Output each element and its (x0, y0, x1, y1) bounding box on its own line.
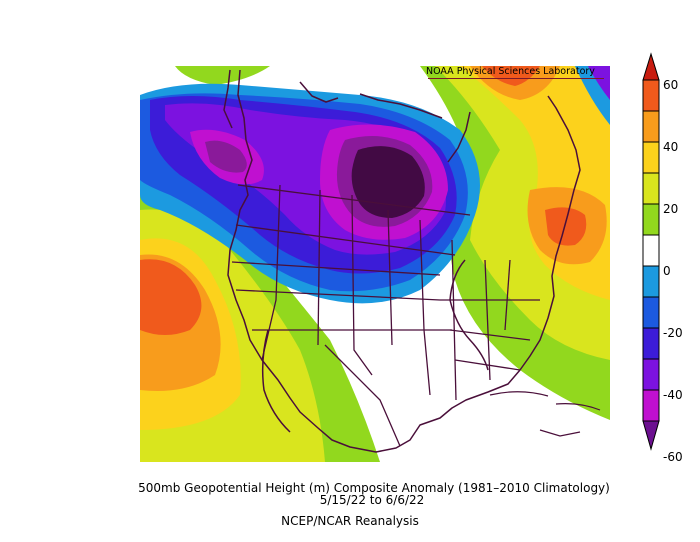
coastlines (223, 69, 581, 453)
colorbar-band (642, 389, 660, 422)
colorbar (642, 52, 660, 451)
colorbar-tick-label: 20 (663, 202, 679, 216)
dataset-label: NCEP/NCAR Reanalysis (281, 514, 419, 528)
credit-label: NOAA Physical Sciences Laboratory (426, 66, 595, 77)
colorbar-band (642, 296, 660, 329)
map-panel (140, 66, 610, 462)
colorbar-band (642, 79, 660, 112)
colorbar-tick-label: 40 (663, 140, 679, 154)
colorbar-tick-label: -40 (663, 388, 683, 402)
north-pacific-ridge (175, 66, 270, 85)
colorbar-band (642, 265, 660, 298)
date-range: 5/15/22 to 6/6/22 (319, 493, 425, 507)
colorbar-band (642, 110, 660, 143)
colorbar-tick-label: 60 (663, 78, 679, 92)
colorbar-tick-label: -60 (663, 450, 683, 464)
map-title: 500mb Geopotential Height (m) Composite … (138, 481, 610, 495)
colorbar-band (642, 358, 660, 391)
central-trough (140, 83, 480, 304)
colorbar-band (642, 234, 660, 267)
colorbar-band (642, 327, 660, 360)
colorbar-band (642, 141, 660, 174)
colorbar-max-arrow (642, 52, 660, 81)
colorbar-band (642, 172, 660, 205)
credit-underline (428, 78, 604, 79)
colorbar-tick-label: 0 (663, 264, 671, 278)
colorbar-min-arrow (642, 420, 660, 451)
colorbar-tick-label: -20 (663, 326, 683, 340)
pacific-ridge (140, 189, 380, 462)
islands (489, 391, 601, 437)
state-borders (231, 184, 540, 447)
colorbar-band (642, 203, 660, 236)
